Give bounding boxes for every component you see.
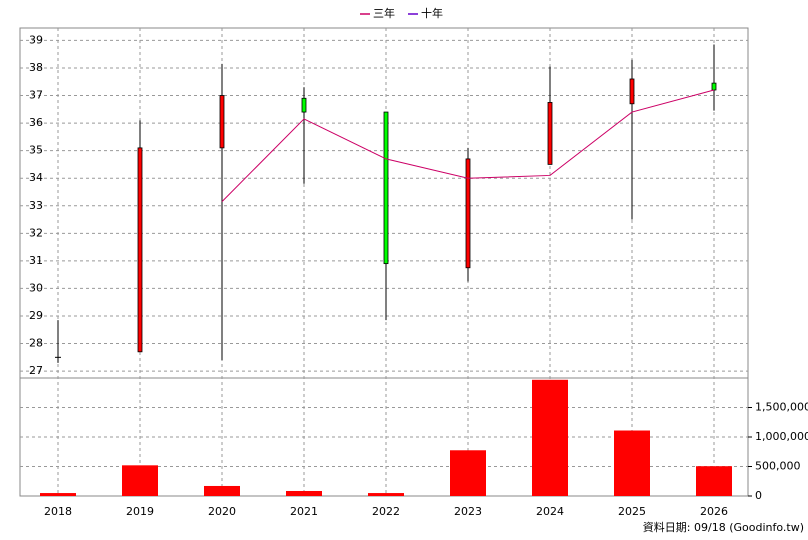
x-tick-label: 2025 (618, 505, 646, 518)
volume-bar (368, 493, 404, 496)
candle-body (629, 78, 635, 105)
x-tick-label: 2024 (536, 505, 564, 518)
y2-tick-label: 1,500,000 (755, 401, 808, 414)
y2-tick-label: 0 (755, 489, 762, 502)
y2-tick-label: 1,000,000 (755, 430, 808, 443)
volume-bar (450, 450, 486, 496)
y-tick-label: 29 (29, 309, 43, 322)
y-tick-label: 36 (29, 116, 43, 129)
y-tick-label: 32 (29, 226, 43, 239)
x-tick-label: 2023 (454, 505, 482, 518)
y-tick-label: 38 (29, 61, 43, 74)
volume-bar (532, 379, 568, 496)
x-tick-label: 2020 (208, 505, 236, 518)
volume-bar (614, 430, 650, 496)
volume-bar (40, 493, 76, 496)
y-tick-label: 33 (29, 199, 43, 212)
series-line (221, 89, 715, 202)
candle-body (547, 102, 553, 165)
y-tick-label: 27 (29, 364, 43, 377)
y-tick-label: 34 (29, 171, 43, 184)
x-tick-label: 2019 (126, 505, 154, 518)
y-tick-label: 31 (29, 254, 43, 267)
candle-body (301, 97, 307, 113)
candle-body (711, 82, 717, 91)
x-tick-label: 2022 (372, 505, 400, 518)
volume-bar (204, 485, 240, 496)
x-tick-label: 2018 (44, 505, 72, 518)
y-tick-label: 28 (29, 337, 43, 350)
x-tick-label: 2021 (290, 505, 318, 518)
candle-body (219, 95, 225, 149)
volume-bar (286, 490, 322, 496)
volume-bar (122, 465, 158, 496)
legend-label: 三年 (373, 6, 395, 20)
y2-tick-label: 500,000 (755, 460, 801, 473)
y-tick-label: 35 (29, 144, 43, 157)
y-tick-label: 39 (29, 33, 43, 46)
y-tick-label: 30 (29, 281, 43, 294)
candle-body (383, 111, 389, 265)
footer: 資料日期: 09/18 (Goodinfo.tw) (643, 520, 804, 534)
legend-label: 十年 (421, 6, 443, 20)
volume-bar (696, 466, 732, 496)
candle-body (465, 158, 471, 269)
x-tick-label: 2026 (700, 505, 728, 518)
y-tick-label: 37 (29, 89, 43, 102)
candle-body (137, 147, 143, 353)
